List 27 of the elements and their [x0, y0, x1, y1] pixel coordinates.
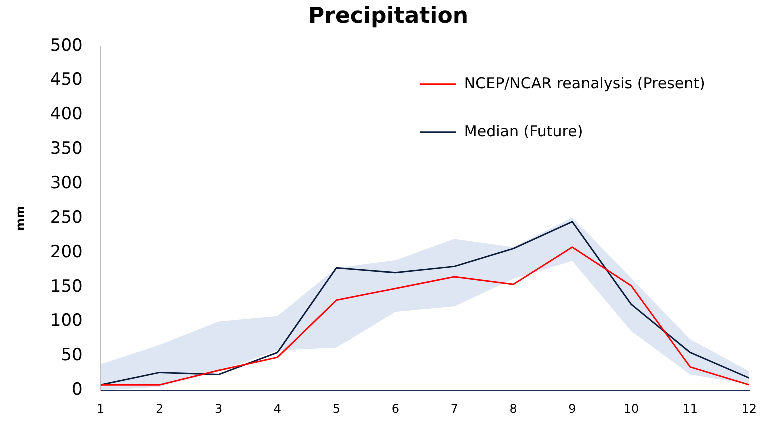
y-tick-label: 450 [50, 70, 83, 90]
x-tick-label: 10 [624, 402, 640, 416]
y-tick-label: 250 [50, 208, 83, 228]
y-tick-label: 200 [50, 242, 83, 262]
y-tick-label: 100 [50, 311, 83, 332]
x-tick-label: 5 [332, 402, 340, 416]
x-tick-label: 1 [97, 402, 105, 416]
y-tick-label: 350 [50, 139, 83, 160]
y-tick-label: 400 [50, 104, 83, 125]
x-tick-label: 12 [742, 402, 758, 416]
legend-label: NCEP/NCAR reanalysis (Present) [464, 74, 706, 92]
x-tick-label: 8 [510, 402, 518, 416]
y-tick-label: 0 [72, 380, 83, 400]
x-tick-label: 3 [214, 402, 223, 416]
x-tick-label: 9 [568, 402, 576, 416]
y-tick-label: 150 [50, 276, 83, 297]
x-tick-label: 2 [156, 402, 164, 416]
legend-label: Median (Future) [464, 122, 584, 140]
chart-title: Precipitation [308, 4, 468, 29]
x-tick-label: 7 [450, 402, 458, 416]
x-tick-label: 4 [274, 402, 282, 416]
y-tick-label: 300 [50, 174, 83, 194]
x-tick-label: 11 [682, 402, 698, 416]
x-tick-label: 6 [392, 402, 400, 416]
y-tick-label: 50 [61, 346, 83, 366]
y-tick-label: 500 [50, 36, 83, 56]
y-axis-title: mm [13, 206, 28, 232]
